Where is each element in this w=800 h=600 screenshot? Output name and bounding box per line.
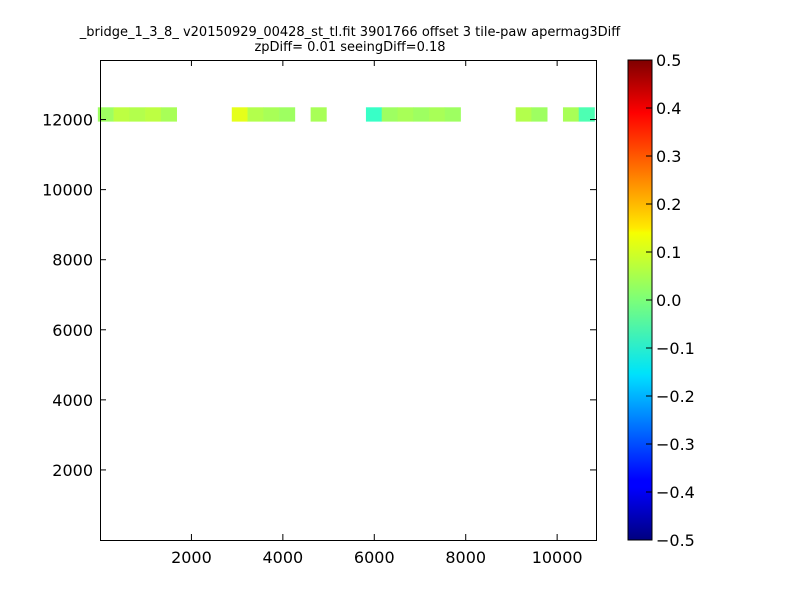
colorbar-tick-label: 0.0 (656, 291, 681, 310)
chart-title: _bridge_1_3_8_ v20150929_00428_st_tl.fit… (0, 25, 700, 55)
heatmap-cell (231, 107, 248, 122)
heatmap-cell (160, 107, 177, 122)
heatmap-cell (578, 107, 595, 122)
colorbar-tick-label: 0.2 (656, 195, 681, 214)
y-tick-label: 4000 (52, 391, 93, 410)
heatmap-cell (279, 107, 296, 122)
heatmap-cell (129, 107, 146, 122)
heatmap-cell (381, 107, 398, 122)
heatmap-cell (397, 107, 414, 122)
heatmap-cell (310, 107, 327, 122)
heatmap-cell (515, 107, 532, 122)
x-tick-label: 4000 (262, 548, 303, 567)
colorbar-tick-label: −0.2 (656, 387, 695, 406)
x-tick-label: 6000 (354, 548, 395, 567)
colorbar-tick-label: −0.1 (656, 339, 695, 358)
y-tick-label: 10000 (42, 181, 93, 200)
y-tick-label: 2000 (52, 461, 93, 480)
y-axis: 2000 4000 6000 8000 10000 12000 (42, 111, 596, 480)
x-tick-label: 8000 (445, 548, 486, 567)
colorbar-tick-label: 0.3 (656, 147, 681, 166)
heatmap-cell (429, 107, 446, 122)
heatmap-cells (97, 107, 595, 122)
heatmap-cell (97, 107, 114, 122)
x-axis: 2000 4000 6000 8000 10000 (171, 60, 583, 567)
chart-title-line2: zpDiff= 0.01 seeingDiff=0.18 (254, 40, 446, 55)
heatmap-cell (263, 107, 280, 122)
heatmap-cell (562, 107, 580, 122)
heatmap-cell (531, 107, 548, 122)
colorbar-axis: 0.5 0.4 0.3 0.2 0.1 0.0 −0.1 −0.2 −0.3 −0.4 −0.5 (646, 51, 695, 550)
y-tick-label: 8000 (52, 251, 93, 270)
colorbar-tick-label: 0.4 (656, 99, 681, 118)
y-tick-label: 12000 (42, 111, 93, 130)
colorbar-tick-label: 0.1 (656, 243, 681, 262)
plot-frame (100, 60, 597, 541)
chart-title-line1: _bridge_1_3_8_ v20150929_00428_st_tl.fit… (79, 25, 621, 40)
colorbar-tick-label: −0.3 (656, 435, 695, 454)
heatmap-cell (413, 107, 430, 122)
y-tick-label: 6000 (52, 321, 93, 340)
heatmap-cell (113, 107, 130, 122)
heatmap-cell (145, 107, 162, 122)
heatmap-cell (444, 107, 461, 122)
x-tick-label: 10000 (532, 548, 583, 567)
colorbar-tick-label: −0.5 (656, 531, 695, 550)
heatmap-cell (247, 107, 264, 122)
heatmap-cell (365, 107, 383, 122)
x-tick-label: 2000 (171, 548, 212, 567)
colorbar-tick-label: −0.4 (656, 483, 695, 502)
colorbar-tick-label: 0.5 (656, 51, 681, 70)
